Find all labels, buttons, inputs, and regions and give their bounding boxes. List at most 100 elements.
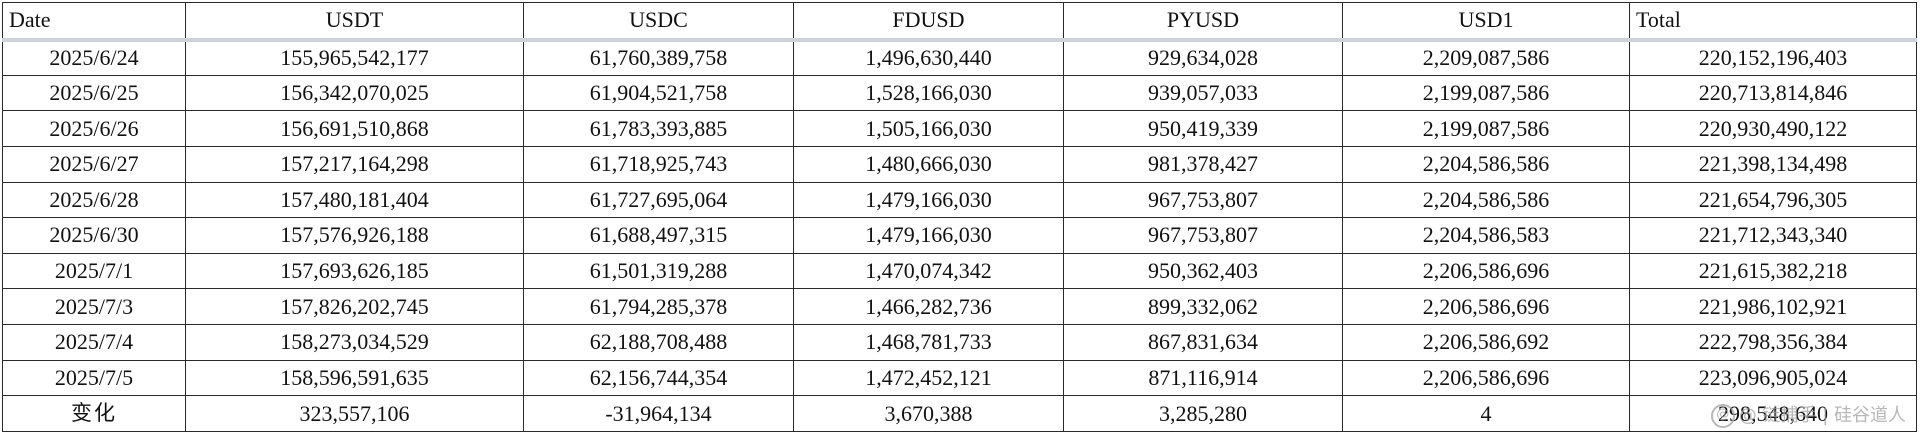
cell-usd1: 2,209,087,586: [1342, 39, 1630, 76]
cell-usdc: 61,794,285,378: [523, 288, 794, 325]
cell-total: 223,096,905,024: [1629, 359, 1917, 397]
cell-total: 221,398,134,498: [1629, 145, 1917, 183]
cell-usdc: 62,156,744,354: [523, 359, 794, 397]
cell-usdt: 157,576,926,188: [185, 217, 524, 254]
cell-pyusd: 967,753,807: [1063, 181, 1343, 219]
cell-usd1: 2,204,586,583: [1342, 217, 1630, 254]
cell-pyusd: 950,362,403: [1063, 252, 1343, 290]
cell-change-usd1: 4: [1342, 395, 1630, 432]
table-row: 2025/6/30 157,576,926,188 61,688,497,315…: [2, 217, 1917, 254]
cell-usd1: 2,206,586,696: [1342, 252, 1630, 290]
cell-usd1: 2,206,586,692: [1342, 324, 1630, 361]
table-row: 2025/6/24 155,965,542,177 61,760,389,758…: [2, 39, 1917, 76]
cell-usdc: 61,904,521,758: [523, 74, 794, 112]
cell-change-label: 变化: [2, 395, 186, 432]
cell-date: 2025/6/27: [2, 145, 186, 183]
table-header: Date USDT USDC FDUSD PYUSD USD1 Total: [2, 2, 1917, 42]
table-body: 2025/6/24 155,965,542,177 61,760,389,758…: [2, 39, 1917, 432]
cell-change-fdusd: 3,670,388: [793, 395, 1064, 432]
table-row: 2025/6/25 156,342,070,025 61,904,521,758…: [2, 74, 1917, 112]
cell-change-usdc: -31,964,134: [523, 395, 794, 432]
cell-usd1: 2,199,087,586: [1342, 110, 1630, 147]
cell-total: 221,986,102,921: [1629, 288, 1917, 325]
cell-usdt: 157,480,181,404: [185, 181, 524, 219]
cell-usd1: 2,206,586,696: [1342, 359, 1630, 397]
cell-usdt: 157,217,164,298: [185, 145, 524, 183]
table-row: 2025/7/5 158,596,591,635 62,156,744,354 …: [2, 359, 1917, 397]
header-pyusd: PYUSD: [1063, 2, 1343, 42]
cell-fdusd: 1,528,166,030: [793, 74, 1064, 112]
table-row: 2025/6/27 157,217,164,298 61,718,925,743…: [2, 145, 1917, 183]
cell-usdt: 158,273,034,529: [185, 324, 524, 361]
cell-change-total: 298,548,640: [1629, 395, 1917, 432]
cell-usd1: 2,204,586,586: [1342, 145, 1630, 183]
header-fdusd: FDUSD: [793, 2, 1064, 42]
table-row: 2025/7/3 157,826,202,745 61,794,285,378 …: [2, 288, 1917, 325]
cell-change-usdt: 323,557,106: [185, 395, 524, 432]
table-row: 2025/6/28 157,480,181,404 61,727,695,064…: [2, 181, 1917, 219]
cell-total: 220,152,196,403: [1629, 39, 1917, 76]
cell-pyusd: 950,419,339: [1063, 110, 1343, 147]
cell-pyusd: 981,378,427: [1063, 145, 1343, 183]
cell-usdc: 62,188,708,488: [523, 324, 794, 361]
cell-change-pyusd: 3,285,280: [1063, 395, 1343, 432]
cell-date: 2025/6/28: [2, 181, 186, 219]
cell-pyusd: 867,831,634: [1063, 324, 1343, 361]
cell-fdusd: 1,479,166,030: [793, 217, 1064, 254]
cell-usdt: 156,691,510,868: [185, 110, 524, 147]
header-total: Total: [1629, 2, 1917, 42]
cell-date: 2025/6/26: [2, 110, 186, 147]
header-usd1: USD1: [1342, 2, 1630, 42]
header-usdt: USDT: [185, 2, 524, 42]
header-row: Date USDT USDC FDUSD PYUSD USD1 Total: [2, 2, 1917, 42]
cell-date: 2025/7/3: [2, 288, 186, 325]
cell-usdt: 156,342,070,025: [185, 74, 524, 112]
cell-date: 2025/7/1: [2, 252, 186, 290]
cell-usdc: 61,688,497,315: [523, 217, 794, 254]
cell-usdc: 61,501,319,288: [523, 252, 794, 290]
cell-pyusd: 929,634,028: [1063, 39, 1343, 76]
cell-fdusd: 1,480,666,030: [793, 145, 1064, 183]
cell-usdc: 61,727,695,064: [523, 181, 794, 219]
table-row: 2025/7/4 158,273,034,529 62,188,708,488 …: [2, 324, 1917, 361]
cell-pyusd: 967,753,807: [1063, 217, 1343, 254]
cell-total: 222,798,356,384: [1629, 324, 1917, 361]
cell-fdusd: 1,472,452,121: [793, 359, 1064, 397]
cell-usdt: 155,965,542,177: [185, 39, 524, 76]
cell-usd1: 2,206,586,696: [1342, 288, 1630, 325]
header-usdc: USDC: [523, 2, 794, 42]
cell-date: 2025/6/30: [2, 217, 186, 254]
cell-pyusd: 899,332,062: [1063, 288, 1343, 325]
cell-date: 2025/7/5: [2, 359, 186, 397]
cell-fdusd: 1,470,074,342: [793, 252, 1064, 290]
header-date: Date: [2, 2, 186, 42]
cell-date: 2025/7/4: [2, 324, 186, 361]
cell-total: 221,654,796,305: [1629, 181, 1917, 219]
cell-total: 221,712,343,340: [1629, 217, 1917, 254]
cell-fdusd: 1,466,282,736: [793, 288, 1064, 325]
cell-usdt: 157,693,626,185: [185, 252, 524, 290]
cell-date: 2025/6/24: [2, 39, 186, 76]
table-row: 2025/6/26 156,691,510,868 61,783,393,885…: [2, 110, 1917, 147]
cell-usd1: 2,199,087,586: [1342, 74, 1630, 112]
cell-usdc: 61,718,925,743: [523, 145, 794, 183]
cell-usd1: 2,204,586,586: [1342, 181, 1630, 219]
cell-usdc: 61,783,393,885: [523, 110, 794, 147]
cell-usdt: 158,596,591,635: [185, 359, 524, 397]
cell-pyusd: 939,057,033: [1063, 74, 1343, 112]
cell-date: 2025/6/25: [2, 74, 186, 112]
cell-total: 221,615,382,218: [1629, 252, 1917, 290]
table-row: 2025/7/1 157,693,626,185 61,501,319,288 …: [2, 252, 1917, 290]
cell-total: 220,930,490,122: [1629, 110, 1917, 147]
cell-total: 220,713,814,846: [1629, 74, 1917, 112]
cell-usdt: 157,826,202,745: [185, 288, 524, 325]
cell-fdusd: 1,468,781,733: [793, 324, 1064, 361]
cell-fdusd: 1,496,630,440: [793, 39, 1064, 76]
change-row: 变化 323,557,106 -31,964,134 3,670,388 3,2…: [2, 395, 1917, 432]
cell-usdc: 61,760,389,758: [523, 39, 794, 76]
cell-fdusd: 1,505,166,030: [793, 110, 1064, 147]
cell-pyusd: 871,116,914: [1063, 359, 1343, 397]
cell-fdusd: 1,479,166,030: [793, 181, 1064, 219]
